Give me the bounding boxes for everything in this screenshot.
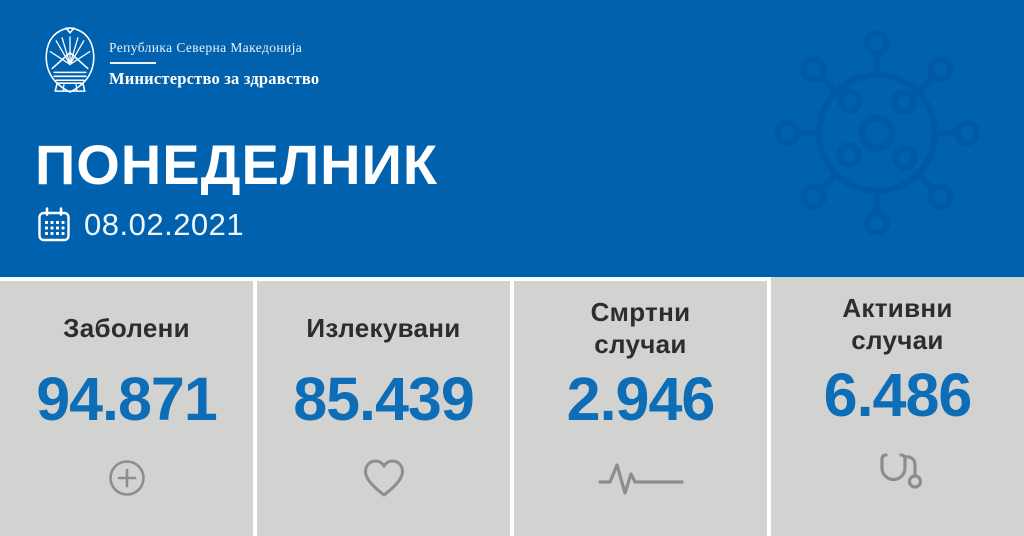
stat-value: 2.946 bbox=[566, 365, 716, 433]
date-row: 08.02.2021 bbox=[37, 206, 244, 243]
coronavirus-watermark-icon bbox=[775, 31, 979, 235]
stats-cards: Заболени 94.871 Излекувани 85.439 bbox=[0, 277, 1024, 536]
ecg-pulse-icon bbox=[597, 454, 684, 502]
header-banner: Република Северна Македонија Министерств… bbox=[0, 0, 1024, 277]
stat-value: 85.439 bbox=[293, 365, 475, 433]
stethoscope-icon bbox=[874, 450, 922, 498]
stat-label: Смртни случаи bbox=[590, 296, 691, 360]
coat-of-arms-icon bbox=[45, 27, 95, 93]
day-title: ПОНЕДЕЛНИК bbox=[35, 133, 439, 196]
plus-circle-icon bbox=[107, 454, 147, 502]
logo-divider bbox=[110, 62, 156, 64]
heart-icon bbox=[361, 454, 407, 502]
stat-card-deaths: Смртни случаи 2.946 bbox=[514, 281, 767, 536]
ministry-logo-text: Република Северна Македонија Министерств… bbox=[109, 40, 319, 89]
stat-card-infected: Заболени 94.871 bbox=[0, 281, 253, 536]
stat-card-recovered: Излекувани 85.439 bbox=[257, 281, 510, 536]
stat-label: Активни случаи bbox=[842, 292, 953, 356]
calendar-icon bbox=[38, 207, 70, 242]
stat-card-active: Активни случаи 6.486 bbox=[771, 277, 1024, 536]
republic-name: Република Северна Македонија bbox=[109, 40, 303, 55]
stat-label: Излекувани bbox=[306, 312, 461, 343]
stat-value: 6.486 bbox=[823, 361, 973, 429]
stat-value: 94.871 bbox=[36, 365, 218, 433]
ministry-name: Министерство за здравство bbox=[109, 69, 320, 88]
date-text: 08.02.2021 bbox=[84, 206, 245, 242]
ministry-logo: Република Северна Македонија Министерств… bbox=[40, 25, 319, 100]
stat-label: Заболени bbox=[63, 312, 190, 343]
